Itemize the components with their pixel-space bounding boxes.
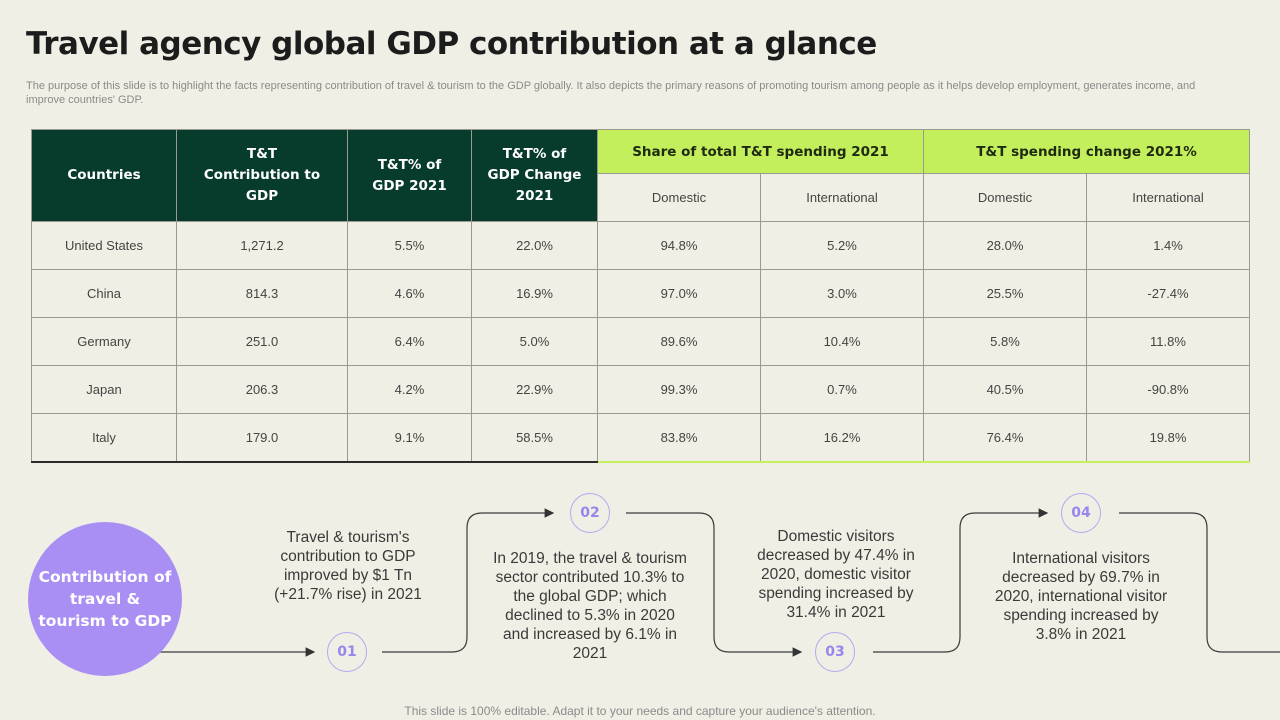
cell-gdp-2021: 4.2% bbox=[347, 365, 472, 414]
cell-share-international: 5.2% bbox=[760, 221, 924, 270]
cell-country: Germany bbox=[31, 317, 177, 366]
step-01-badge: 01 bbox=[327, 632, 367, 672]
cell-contribution: 1,271.2 bbox=[176, 221, 348, 270]
cell-gdp-change: 22.9% bbox=[471, 365, 598, 414]
connector-02-to-03 bbox=[626, 512, 803, 657]
cell-country: China bbox=[31, 269, 177, 318]
process-flow-lines bbox=[160, 508, 1280, 657]
cell-gdp-2021: 4.6% bbox=[347, 269, 472, 318]
cell-gdp-2021: 5.5% bbox=[347, 221, 472, 270]
header-change-domestic: Domestic bbox=[923, 173, 1087, 222]
page-title: Travel agency global GDP contribution at… bbox=[26, 26, 877, 62]
step-03-text: Domestic visitors decreased by 47.4% in … bbox=[757, 528, 915, 621]
header-contribution: T&T Contribution to GDP bbox=[176, 129, 348, 222]
gdp-table: Countries T&T Contribution to GDP T&T% o… bbox=[31, 129, 1251, 463]
cell-country: United States bbox=[31, 221, 177, 270]
cell-gdp-2021: 6.4% bbox=[347, 317, 472, 366]
cell-share-domestic: 89.6% bbox=[597, 317, 761, 366]
table-row: United States 1,271.2 5.5% 22.0% 94.8% 5… bbox=[31, 221, 1251, 270]
cell-change-domestic: 40.5% bbox=[923, 365, 1087, 414]
cell-country: Japan bbox=[31, 365, 177, 414]
cell-change-international: 11.8% bbox=[1085, 317, 1251, 366]
contribution-circle: Contribution of travel & tourism to GDP bbox=[28, 522, 182, 676]
cell-share-international: 16.2% bbox=[760, 413, 924, 463]
cell-gdp-change: 58.5% bbox=[471, 413, 598, 463]
cell-share-international: 10.4% bbox=[760, 317, 924, 366]
header-share-group: Share of total T&T spending 2021 bbox=[597, 129, 924, 174]
cell-share-domestic: 83.8% bbox=[597, 413, 761, 463]
cell-share-domestic: 99.3% bbox=[597, 365, 761, 414]
connector-04-out bbox=[1119, 512, 1280, 653]
cell-contribution: 206.3 bbox=[176, 365, 348, 414]
cell-share-domestic: 97.0% bbox=[597, 269, 761, 318]
cell-share-international: 3.0% bbox=[760, 269, 924, 318]
cell-contribution: 251.0 bbox=[176, 317, 348, 366]
cell-change-domestic: 25.5% bbox=[923, 269, 1087, 318]
cell-change-domestic: 5.8% bbox=[923, 317, 1087, 366]
cell-gdp-change: 22.0% bbox=[471, 221, 598, 270]
table-row: Japan 206.3 4.2% 22.9% 99.3% 0.7% 40.5% … bbox=[31, 365, 1251, 414]
page-subtitle: The purpose of this slide is to highligh… bbox=[26, 80, 1196, 106]
table-row: Germany 251.0 6.4% 5.0% 89.6% 10.4% 5.8%… bbox=[31, 317, 1251, 366]
header-gdp-2021: T&T% of GDP 2021 bbox=[347, 129, 472, 222]
cell-change-international: -90.8% bbox=[1085, 365, 1251, 414]
header-countries: Countries bbox=[31, 129, 177, 222]
header-share-international: International bbox=[760, 173, 924, 222]
step-01-text: Travel & tourism's contribution to GDP i… bbox=[274, 529, 422, 603]
cell-contribution: 179.0 bbox=[176, 413, 348, 463]
step-04-badge: 04 bbox=[1061, 493, 1101, 533]
header-share-domestic: Domestic bbox=[597, 173, 761, 222]
cell-change-domestic: 28.0% bbox=[923, 221, 1087, 270]
cell-share-international: 0.7% bbox=[760, 365, 924, 414]
step-04-text: International visitors decreased by 69.7… bbox=[994, 550, 1168, 643]
cell-gdp-change: 16.9% bbox=[471, 269, 598, 318]
header-change-international: International bbox=[1085, 173, 1251, 222]
footer-note: This slide is 100% editable. Adapt it to… bbox=[404, 704, 876, 718]
table-row: Italy 179.0 9.1% 58.5% 83.8% 16.2% 76.4%… bbox=[31, 413, 1251, 463]
cell-change-international: 19.8% bbox=[1085, 413, 1251, 463]
cell-share-domestic: 94.8% bbox=[597, 221, 761, 270]
connector-03-to-04 bbox=[873, 508, 1049, 653]
cell-change-domestic: 76.4% bbox=[923, 413, 1087, 463]
cell-change-international: -27.4% bbox=[1085, 269, 1251, 318]
table-row: China 814.3 4.6% 16.9% 97.0% 3.0% 25.5% … bbox=[31, 269, 1251, 318]
step-03-badge: 03 bbox=[815, 632, 855, 672]
cell-gdp-2021: 9.1% bbox=[347, 413, 472, 463]
cell-contribution: 814.3 bbox=[176, 269, 348, 318]
cell-country: Italy bbox=[31, 413, 177, 463]
connector-01-to-02 bbox=[382, 508, 555, 653]
cell-change-international: 1.4% bbox=[1085, 221, 1251, 270]
cell-gdp-change: 5.0% bbox=[471, 317, 598, 366]
step-02-text: In 2019, the travel & tourism sector con… bbox=[493, 550, 687, 662]
step-02-badge: 02 bbox=[570, 493, 610, 533]
header-change-group: T&T spending change 2021% bbox=[922, 129, 1251, 174]
header-gdp-change: T&T% of GDP Change 2021 bbox=[471, 129, 598, 222]
